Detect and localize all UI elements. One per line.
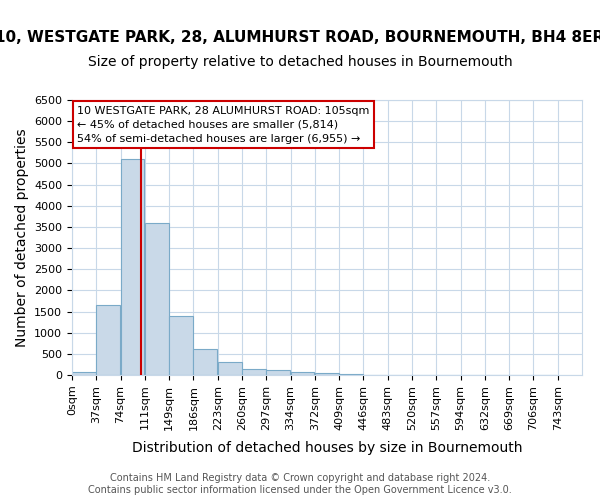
Text: Size of property relative to detached houses in Bournemouth: Size of property relative to detached ho… — [88, 55, 512, 69]
Bar — [290, 372, 314, 375]
Bar — [266, 370, 290, 375]
Bar — [169, 316, 193, 375]
X-axis label: Distribution of detached houses by size in Bournemouth: Distribution of detached houses by size … — [132, 441, 522, 455]
Bar — [145, 222, 169, 375]
Bar — [96, 305, 120, 375]
Y-axis label: Number of detached properties: Number of detached properties — [14, 128, 29, 347]
Bar — [121, 159, 145, 375]
Bar — [72, 372, 96, 375]
Bar — [193, 349, 217, 375]
Bar — [339, 374, 363, 375]
Bar — [218, 362, 242, 375]
Bar — [315, 373, 338, 375]
Text: Contains HM Land Registry data © Crown copyright and database right 2024.
Contai: Contains HM Land Registry data © Crown c… — [88, 474, 512, 495]
Text: 10, WESTGATE PARK, 28, ALUMHURST ROAD, BOURNEMOUTH, BH4 8ER: 10, WESTGATE PARK, 28, ALUMHURST ROAD, B… — [0, 30, 600, 45]
Bar — [242, 368, 266, 375]
Text: 10 WESTGATE PARK, 28 ALUMHURST ROAD: 105sqm
← 45% of detached houses are smaller: 10 WESTGATE PARK, 28 ALUMHURST ROAD: 105… — [77, 106, 370, 144]
